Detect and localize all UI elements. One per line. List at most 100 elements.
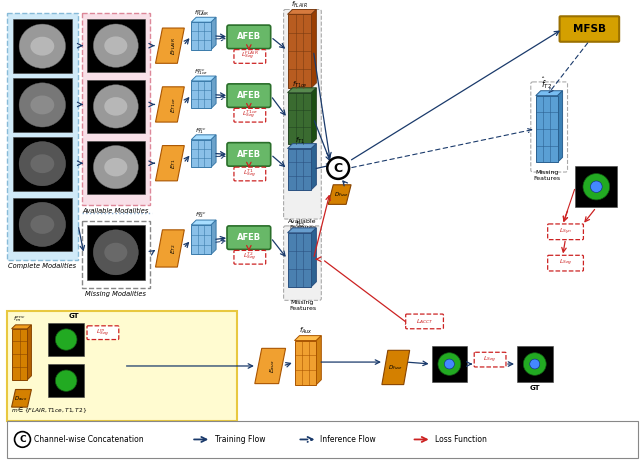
FancyBboxPatch shape [234,108,266,122]
Text: $L^{FLAIR}_{Seg}$: $L^{FLAIR}_{Seg}$ [241,50,259,63]
FancyBboxPatch shape [284,9,321,219]
Polygon shape [12,329,28,380]
FancyBboxPatch shape [13,78,72,132]
Ellipse shape [19,142,65,186]
Ellipse shape [19,202,65,247]
Text: $L^{T1}_{Seg}$: $L^{T1}_{Seg}$ [243,168,257,180]
Polygon shape [287,93,312,144]
Text: Loss Function: Loss Function [435,435,487,444]
Circle shape [524,353,546,375]
FancyBboxPatch shape [474,352,506,367]
Text: $f_{T2}$: $f_{T2}$ [294,219,304,230]
Polygon shape [287,228,316,233]
Text: $E_{FLAIR}$: $E_{FLAIR}$ [169,37,178,54]
Text: AFEB: AFEB [237,91,261,100]
Ellipse shape [19,83,65,127]
FancyBboxPatch shape [234,167,266,181]
Polygon shape [191,81,211,108]
FancyBboxPatch shape [6,13,78,260]
FancyBboxPatch shape [87,141,145,194]
Ellipse shape [93,24,138,67]
Polygon shape [191,17,216,22]
Polygon shape [28,325,31,380]
Text: $f^{enc}_{T2}$: $f^{enc}_{T2}$ [195,210,207,220]
Polygon shape [287,144,316,148]
Polygon shape [191,220,216,225]
Polygon shape [156,230,184,267]
Ellipse shape [31,154,54,173]
Polygon shape [312,88,316,144]
Text: $E_{T1ce}$: $E_{T1ce}$ [169,96,178,112]
FancyBboxPatch shape [87,19,145,72]
FancyBboxPatch shape [87,326,119,340]
Polygon shape [287,88,316,93]
FancyBboxPatch shape [575,166,617,207]
Text: AFEB: AFEB [237,233,261,242]
FancyBboxPatch shape [227,25,271,48]
Polygon shape [557,91,563,162]
Text: $\hat{f}_{T2}$: $\hat{f}_{T2}$ [541,75,552,91]
Polygon shape [316,336,321,384]
Circle shape [56,370,77,391]
Text: AFEB: AFEB [237,32,261,41]
Text: $L^m_{Seg}$: $L^m_{Seg}$ [96,327,109,338]
Circle shape [530,359,540,369]
Polygon shape [287,148,312,189]
Polygon shape [287,14,312,88]
Text: $D_{Fuse}$: $D_{Fuse}$ [388,363,403,372]
Polygon shape [191,225,211,254]
Ellipse shape [19,24,65,68]
Text: $f_{Aux}$: $f_{Aux}$ [298,325,312,336]
Polygon shape [211,17,216,50]
FancyBboxPatch shape [82,13,150,205]
FancyBboxPatch shape [48,364,84,397]
Text: $L_{Seg}$: $L_{Seg}$ [559,258,572,268]
Text: $L^{T1ce}_{Seg}$: $L^{T1ce}_{Seg}$ [242,109,258,121]
Ellipse shape [93,230,138,275]
Polygon shape [312,228,316,287]
Polygon shape [294,341,316,384]
Polygon shape [312,144,316,189]
FancyBboxPatch shape [13,197,72,251]
Polygon shape [156,87,184,122]
FancyBboxPatch shape [517,346,552,382]
Circle shape [591,181,602,193]
Text: AFEB: AFEB [237,150,261,159]
Text: $f^{enc}_{T1ce}$: $f^{enc}_{T1ce}$ [195,67,208,77]
Polygon shape [191,76,216,81]
Circle shape [438,353,461,375]
Text: $m \in \{FLAIR, T1ce, T1, T2\}$: $m \in \{FLAIR, T1ce, T1, T2\}$ [11,406,87,415]
FancyBboxPatch shape [87,225,145,280]
Circle shape [444,359,454,369]
Text: MFSB: MFSB [573,24,606,34]
FancyBboxPatch shape [227,84,271,107]
Circle shape [583,173,610,200]
Polygon shape [287,9,316,14]
Ellipse shape [104,36,127,55]
Text: $D_{Fuse}$: $D_{Fuse}$ [333,190,349,199]
FancyBboxPatch shape [82,221,150,288]
Text: $L_{Syn}$: $L_{Syn}$ [559,227,572,237]
Text: C: C [333,162,343,175]
Text: Inference Flow: Inference Flow [321,435,376,444]
Ellipse shape [31,37,54,56]
Polygon shape [536,91,563,95]
Text: GT: GT [68,313,79,319]
Ellipse shape [104,243,127,262]
Text: Available Modalities: Available Modalities [83,208,149,214]
Polygon shape [382,350,410,384]
Text: C: C [19,435,26,444]
FancyBboxPatch shape [548,255,584,271]
Ellipse shape [104,97,127,116]
Polygon shape [255,349,285,384]
Polygon shape [536,95,557,162]
Text: Missing Modalities: Missing Modalities [85,290,147,297]
Polygon shape [287,233,312,287]
Circle shape [15,431,31,447]
Polygon shape [156,146,184,181]
Text: $E_{T1}$: $E_{T1}$ [169,158,178,169]
Ellipse shape [93,85,138,128]
Text: Channel-wise Concatenation: Channel-wise Concatenation [35,435,144,444]
Text: $f^{enc}_m$: $f^{enc}_m$ [13,314,26,324]
FancyBboxPatch shape [227,226,271,249]
